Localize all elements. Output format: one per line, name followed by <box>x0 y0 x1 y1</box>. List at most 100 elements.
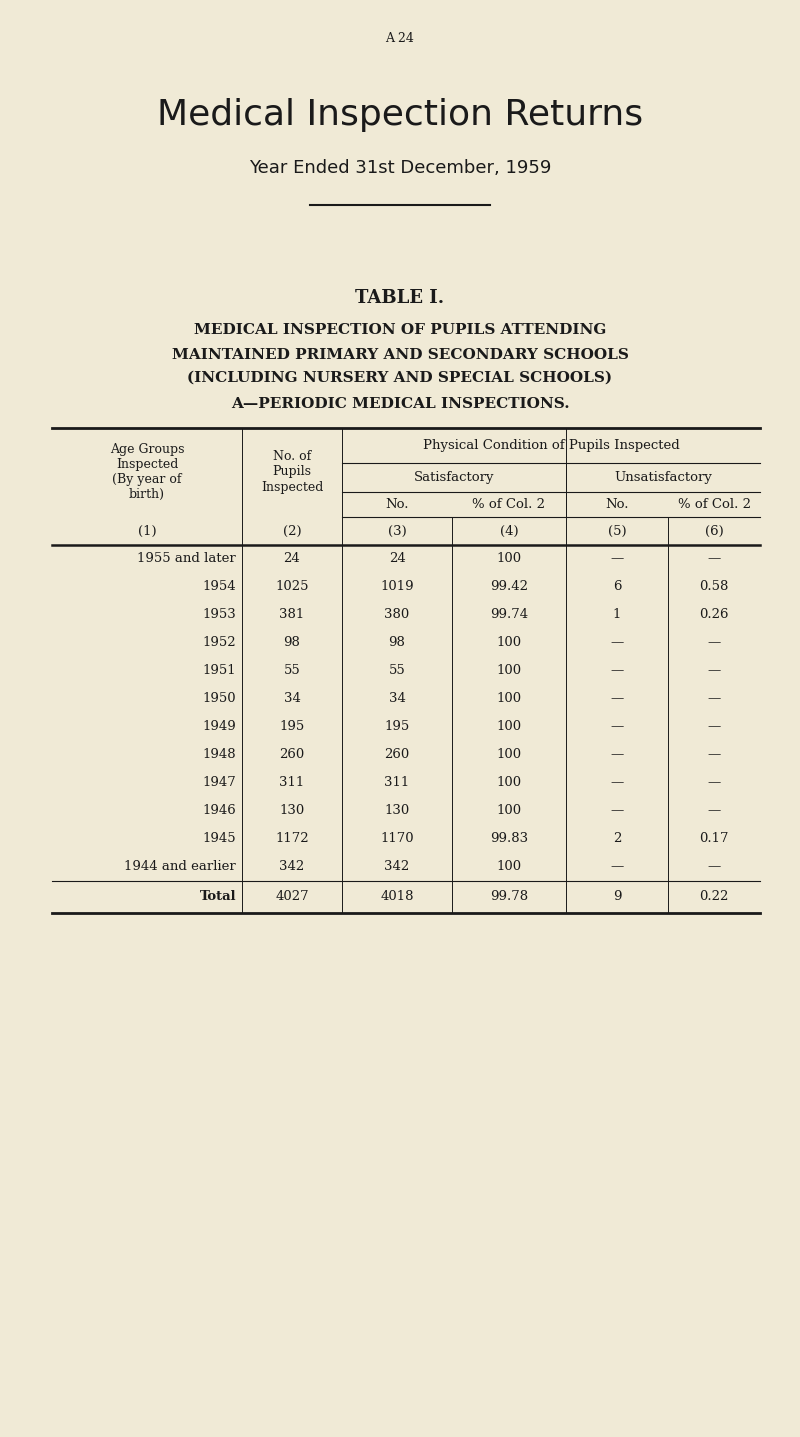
Text: 100: 100 <box>497 693 522 706</box>
Text: 1954: 1954 <box>202 581 236 593</box>
Text: 24: 24 <box>284 552 300 566</box>
Text: —: — <box>707 720 721 733</box>
Text: 55: 55 <box>284 664 300 677</box>
Text: 99.42: 99.42 <box>490 581 528 593</box>
Text: 4018: 4018 <box>380 891 414 904</box>
Text: A 24: A 24 <box>386 32 414 45</box>
Text: 24: 24 <box>389 552 406 566</box>
Text: —: — <box>610 749 624 762</box>
Text: 98: 98 <box>389 637 406 650</box>
Text: —: — <box>707 776 721 789</box>
Text: 311: 311 <box>384 776 410 789</box>
Text: —: — <box>610 552 624 566</box>
Text: —: — <box>610 805 624 818</box>
Text: 260: 260 <box>384 749 410 762</box>
Text: 311: 311 <box>279 776 305 789</box>
Text: 381: 381 <box>279 608 305 621</box>
Text: 99.78: 99.78 <box>490 891 528 904</box>
Text: 100: 100 <box>497 720 522 733</box>
Text: (5): (5) <box>608 525 626 537</box>
Text: TABLE I.: TABLE I. <box>355 289 445 308</box>
Text: 1170: 1170 <box>380 832 414 845</box>
Text: 342: 342 <box>279 861 305 874</box>
Text: 1951: 1951 <box>202 664 236 677</box>
Text: 1948: 1948 <box>202 749 236 762</box>
Text: 0.22: 0.22 <box>699 891 729 904</box>
Text: 1952: 1952 <box>202 637 236 650</box>
Text: —: — <box>610 664 624 677</box>
Text: 55: 55 <box>389 664 406 677</box>
Text: Satisfactory: Satisfactory <box>414 470 494 483</box>
Text: % of Col. 2: % of Col. 2 <box>473 497 546 510</box>
Text: 100: 100 <box>497 552 522 566</box>
Text: —: — <box>610 693 624 706</box>
Text: 99.83: 99.83 <box>490 832 528 845</box>
Text: 100: 100 <box>497 637 522 650</box>
Text: 1947: 1947 <box>202 776 236 789</box>
Text: 4027: 4027 <box>275 891 309 904</box>
Text: 0.26: 0.26 <box>699 608 729 621</box>
Text: No.: No. <box>606 497 629 510</box>
Text: 34: 34 <box>283 693 301 706</box>
Text: 0.58: 0.58 <box>699 581 729 593</box>
Text: 6: 6 <box>613 581 622 593</box>
Text: —: — <box>610 861 624 874</box>
Text: MAINTAINED PRIMARY AND SECONDARY SCHOOLS: MAINTAINED PRIMARY AND SECONDARY SCHOOLS <box>171 348 629 362</box>
Text: 0.17: 0.17 <box>699 832 729 845</box>
Text: 1: 1 <box>613 608 621 621</box>
Text: 1172: 1172 <box>275 832 309 845</box>
Text: 100: 100 <box>497 861 522 874</box>
Text: 34: 34 <box>389 693 406 706</box>
Text: Medical Inspection Returns: Medical Inspection Returns <box>157 98 643 132</box>
Text: Total: Total <box>199 891 236 904</box>
Text: (1): (1) <box>138 525 156 537</box>
Text: 100: 100 <box>497 749 522 762</box>
Text: 99.74: 99.74 <box>490 608 528 621</box>
Text: No.: No. <box>386 497 409 510</box>
Text: 1949: 1949 <box>202 720 236 733</box>
Text: (3): (3) <box>388 525 406 537</box>
Text: 380: 380 <box>384 608 410 621</box>
Text: —: — <box>707 552 721 566</box>
Text: —: — <box>707 637 721 650</box>
Text: 98: 98 <box>283 637 301 650</box>
Text: A—PERIODIC MEDICAL INSPECTIONS.: A—PERIODIC MEDICAL INSPECTIONS. <box>230 397 570 411</box>
Text: No. of
Pupils
Inspected: No. of Pupils Inspected <box>261 451 323 493</box>
Text: 260: 260 <box>279 749 305 762</box>
Text: 1953: 1953 <box>202 608 236 621</box>
Text: —: — <box>610 637 624 650</box>
Text: Age Groups
Inspected
(By year of
birth): Age Groups Inspected (By year of birth) <box>110 443 184 502</box>
Text: (4): (4) <box>500 525 518 537</box>
Text: 100: 100 <box>497 776 522 789</box>
Text: 342: 342 <box>384 861 410 874</box>
Text: 100: 100 <box>497 664 522 677</box>
Text: 195: 195 <box>384 720 410 733</box>
Text: —: — <box>610 776 624 789</box>
Text: —: — <box>707 749 721 762</box>
Text: 1945: 1945 <box>202 832 236 845</box>
Text: —: — <box>707 805 721 818</box>
Text: —: — <box>707 693 721 706</box>
Text: 1019: 1019 <box>380 581 414 593</box>
Text: —: — <box>707 664 721 677</box>
Text: Unsatisfactory: Unsatisfactory <box>614 470 712 483</box>
Text: 1946: 1946 <box>202 805 236 818</box>
Text: 100: 100 <box>497 805 522 818</box>
Text: Physical Condition of Pupils Inspected: Physical Condition of Pupils Inspected <box>422 438 679 451</box>
Text: 195: 195 <box>279 720 305 733</box>
Text: —: — <box>610 720 624 733</box>
Text: 1025: 1025 <box>275 581 309 593</box>
Text: % of Col. 2: % of Col. 2 <box>678 497 750 510</box>
Text: (2): (2) <box>282 525 302 537</box>
Text: 9: 9 <box>613 891 622 904</box>
Text: 130: 130 <box>384 805 410 818</box>
Text: 2: 2 <box>613 832 621 845</box>
Text: 130: 130 <box>279 805 305 818</box>
Text: MEDICAL INSPECTION OF PUPILS ATTENDING: MEDICAL INSPECTION OF PUPILS ATTENDING <box>194 323 606 338</box>
Text: Year Ended 31st December, 1959: Year Ended 31st December, 1959 <box>249 160 551 177</box>
Text: —: — <box>707 861 721 874</box>
Text: 1955 and later: 1955 and later <box>138 552 236 566</box>
Text: (6): (6) <box>705 525 723 537</box>
Text: 1944 and earlier: 1944 and earlier <box>124 861 236 874</box>
Text: 1950: 1950 <box>202 693 236 706</box>
